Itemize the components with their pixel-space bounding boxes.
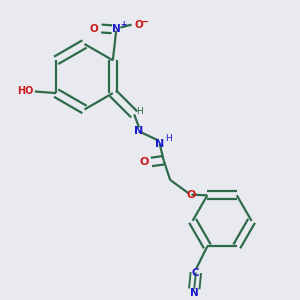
Text: H: H [165, 134, 172, 143]
Text: N: N [155, 139, 164, 149]
Text: C: C [191, 268, 199, 278]
Text: O: O [187, 190, 196, 200]
Text: N: N [112, 24, 121, 34]
Text: O: O [134, 20, 143, 30]
Text: H: H [136, 107, 143, 116]
Text: N: N [134, 126, 144, 136]
Text: −: − [141, 16, 149, 26]
Text: HO: HO [17, 86, 34, 97]
Text: O: O [89, 24, 98, 34]
Text: +: + [120, 20, 127, 29]
Text: N: N [190, 288, 199, 298]
Text: O: O [140, 157, 149, 167]
